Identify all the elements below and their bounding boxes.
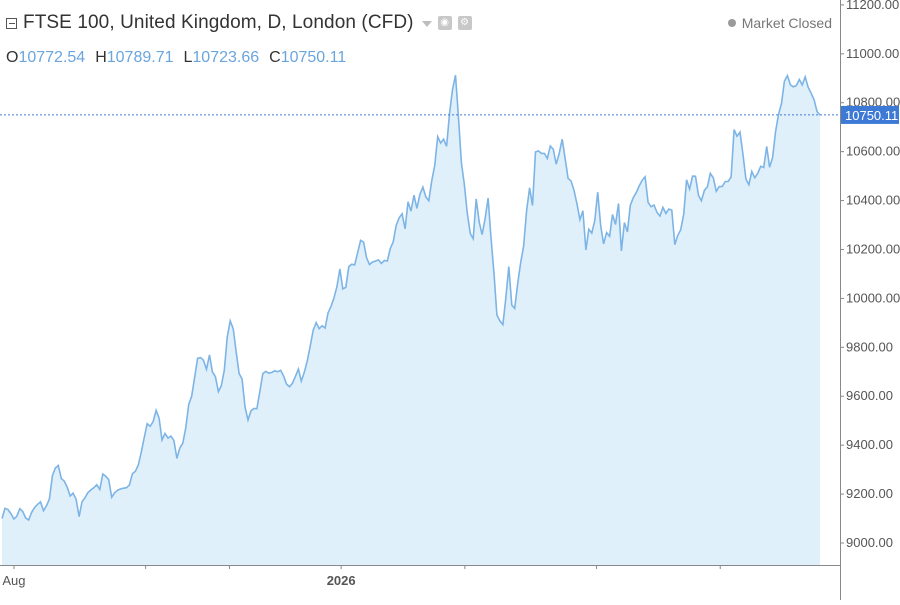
- ohlc-low: L10723.66: [183, 49, 260, 66]
- y-tick-label: 10200.00: [846, 241, 900, 256]
- ohlc-high: H10789.71: [95, 49, 174, 66]
- last-price-label-bg: [841, 105, 899, 124]
- y-tick-label: 9200.00: [846, 486, 893, 501]
- ohlc-close: C10750.11: [269, 49, 347, 66]
- symbol-title[interactable]: FTSE 100, United Kingdom, D, London (CFD…: [23, 12, 414, 33]
- y-tick-label: 10000.00: [846, 290, 900, 305]
- y-tick-label: 9400.00: [846, 437, 893, 452]
- y-tick-label: 9000.00: [846, 535, 893, 550]
- market-status: Market Closed: [727, 15, 832, 31]
- price-area-fill: [2, 75, 820, 565]
- last-price-label: 10750.11: [841, 105, 899, 124]
- y-tick-label: 10400.00: [846, 193, 900, 208]
- chart-legend-header: FTSE 100, United Kingdom, D, London (CFD…: [6, 12, 472, 34]
- y-tick-label: 11200.00: [846, 0, 899, 12]
- y-tick-label: 9800.00: [846, 339, 893, 354]
- gear-icon[interactable]: ⚙: [457, 16, 472, 30]
- x-tick-label: Aug: [2, 573, 25, 588]
- status-dot-icon: [727, 19, 736, 27]
- y-tick-label: 11000.00: [846, 46, 899, 61]
- price-line: [1, 73, 821, 522]
- market-status-text: Market Closed: [741, 15, 832, 31]
- y-axis[interactable]: 9000.00 9200.00 9400.00 9600.00 9800.00 10000…: [840, 0, 900, 550]
- x-axis[interactable]: Aug 2026: [2, 565, 721, 588]
- last-price-label-text: 10750.11: [845, 108, 898, 123]
- y-tick-label: 10600.00: [846, 144, 900, 159]
- eye-icon[interactable]: ◉: [437, 16, 452, 30]
- x-tick-label: 2026: [327, 573, 356, 588]
- collapse-legend-icon[interactable]: [6, 17, 17, 29]
- ohlc-open: O10772.54: [6, 49, 86, 66]
- chevron-down-icon[interactable]: [421, 21, 432, 27]
- y-tick-label: 9600.00: [846, 388, 893, 403]
- ohlc-values: O10772.54 H10789.71 L10723.66 C10750.11: [6, 49, 346, 67]
